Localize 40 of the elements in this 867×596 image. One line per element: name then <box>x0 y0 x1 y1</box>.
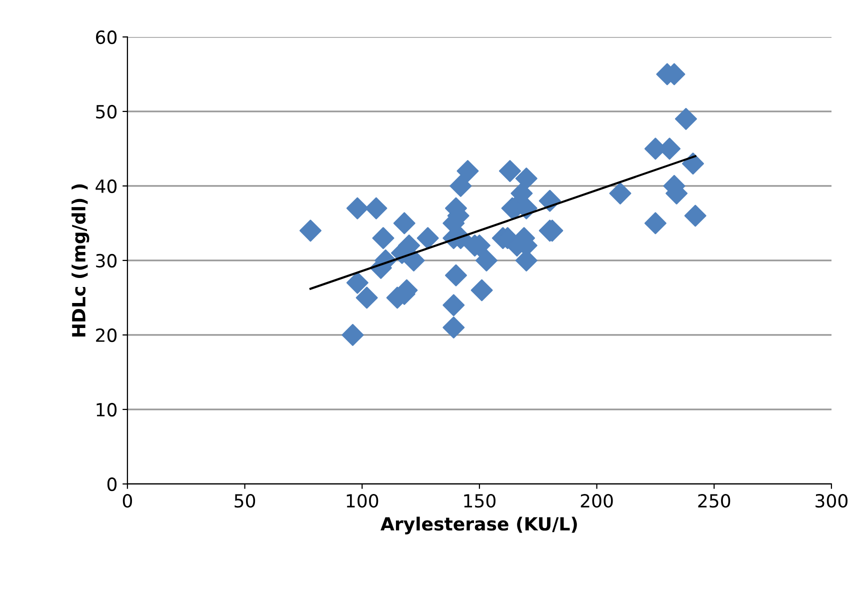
x-tick-label: 0 <box>122 494 132 508</box>
point <box>346 272 368 294</box>
point <box>470 279 493 302</box>
x-tick-label: 50 <box>234 494 256 508</box>
y-tick-label: 40 <box>96 179 117 194</box>
y-tick-label: 50 <box>96 104 117 119</box>
y-axis-title: HDLc ((mg/dl) ) <box>72 184 90 336</box>
y-tick-label: 30 <box>96 254 117 268</box>
point <box>682 152 704 175</box>
point <box>609 182 632 204</box>
x-tick-label: 300 <box>816 494 848 508</box>
point <box>416 227 439 250</box>
point <box>456 160 479 182</box>
y-tick-label: 10 <box>96 402 117 417</box>
point <box>356 286 378 309</box>
point <box>644 212 666 234</box>
point <box>442 294 465 316</box>
point <box>393 212 416 234</box>
point <box>674 108 697 130</box>
x-axis-title: Arylesterase (KU/L) <box>380 516 577 534</box>
point <box>365 197 388 220</box>
point <box>450 174 472 197</box>
point <box>515 168 538 190</box>
point <box>475 249 498 272</box>
y-tick-label: 60 <box>96 30 117 44</box>
x-tick-label: 150 <box>464 494 496 508</box>
x-tick-label: 250 <box>698 494 730 508</box>
x-tick-label: 100 <box>346 494 378 508</box>
y-tick-label: 0 <box>107 477 117 492</box>
y-tick-label: 20 <box>96 328 117 342</box>
point <box>498 160 521 182</box>
point <box>342 324 364 346</box>
point <box>346 197 368 220</box>
point <box>372 227 394 250</box>
x-tick-label: 200 <box>580 494 613 508</box>
point <box>402 249 425 272</box>
point <box>684 204 706 227</box>
point <box>299 220 322 242</box>
point <box>442 316 465 338</box>
point <box>444 264 467 286</box>
